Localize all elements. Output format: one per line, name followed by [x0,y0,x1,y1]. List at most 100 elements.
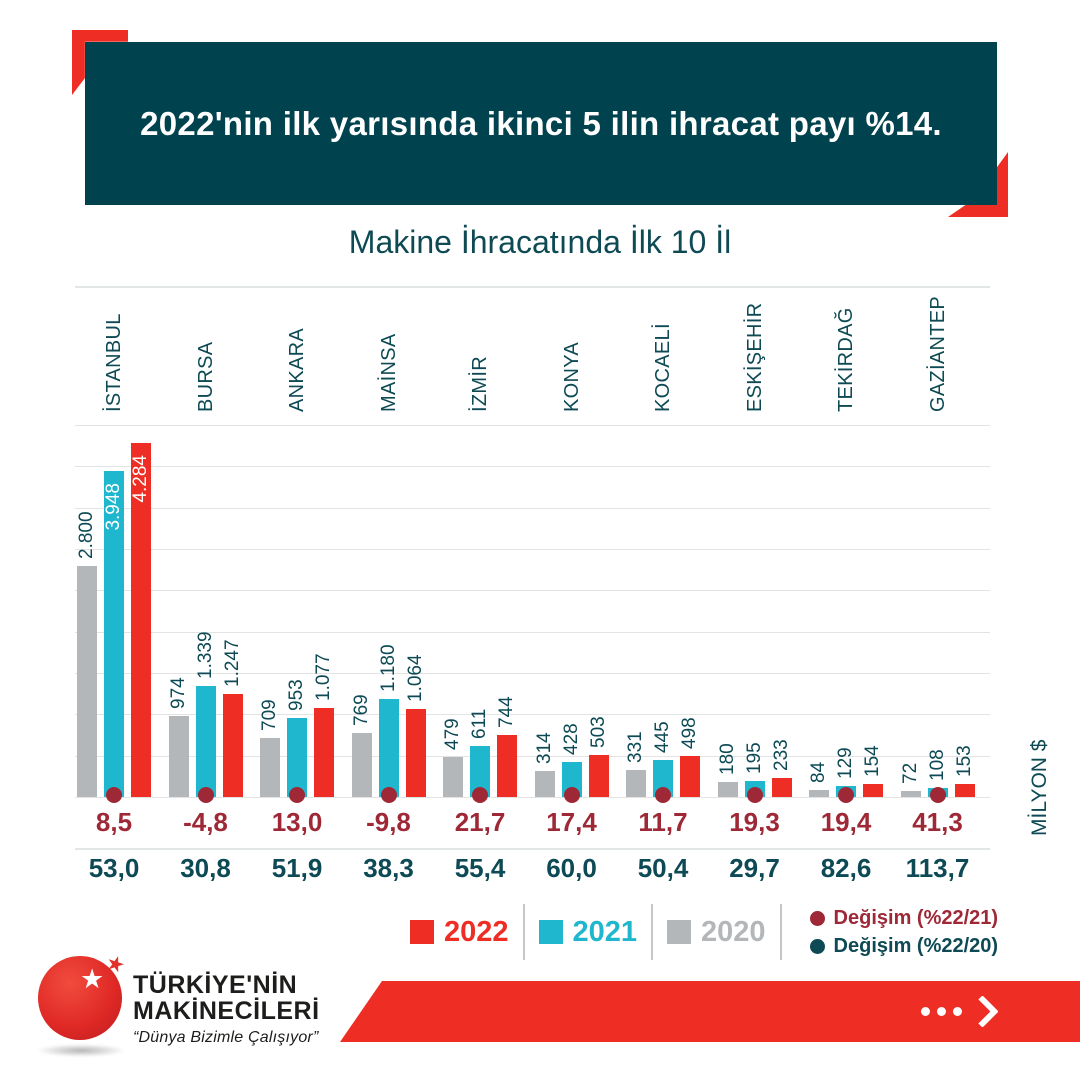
gridline [75,549,990,550]
bar-2021 [104,470,124,797]
gridline [75,507,990,509]
legend-item-2021: 2021 [538,915,638,949]
bar-value-label: 154 [862,745,883,778]
change-22-21-value: 21,7 [454,807,506,837]
legend-change-item: Değişim (%22/20) [809,934,999,958]
change-22-21-value: 19,4 [820,807,872,837]
bar-value-label: 428 [560,722,582,755]
gridline [75,466,990,468]
change-dot [106,787,122,803]
bar-value-label: 233 [770,739,792,771]
bar-2020 [534,771,555,797]
change-22-21-value: 19,3 [729,807,780,837]
city-label: İZMİR [469,356,491,412]
y-axis-unit-label: MİLYON $ [1028,739,1051,836]
header-banner: 2022'nin ilk yarısında ikinci 5 ilin ihr… [85,42,997,205]
bar-value-label: 1.180 [377,644,399,693]
bar-value-label: 709 [259,699,280,732]
bar-value-label: 4.284 [130,454,151,503]
gridline [75,673,990,674]
bar-value-label: 503 [587,716,609,749]
bar-value-label: 445 [652,721,673,754]
bar-2020 [168,716,189,797]
bar-value-label: 331 [625,730,646,763]
gridline [75,714,990,716]
bar-value-label: 84 [808,761,829,784]
gridline [75,797,990,798]
change-22-20-value: 113,7 [905,853,970,883]
bar-value-label: 108 [926,749,948,782]
bar-value-label: 1.064 [404,654,426,703]
legend-divider [651,904,654,960]
change-22-20-value: 55,4 [454,853,506,883]
city-label: ESKİŞEHİR [743,302,766,412]
legend-swatch [410,920,434,944]
change-dot [838,787,854,803]
bar-value-label: 974 [167,677,189,710]
change-22-20-value: 82,6 [820,853,872,883]
legend-label: 2021 [572,915,638,948]
bar-2022 [588,755,609,797]
bar-2022 [314,707,334,797]
bar-2021 [378,699,399,797]
city-label: ANKARA [286,327,308,412]
change-22-20-value: 51,9 [271,853,323,883]
gridline [75,755,990,757]
bar-2022 [222,693,243,797]
gridline [75,631,990,633]
change-22-20-value: 30,8 [180,853,231,883]
legend-swatch [538,920,563,944]
city-label: TEKİRDAĞ [835,307,857,412]
legend-change-item: Değişim (%22/21) [809,906,999,930]
bar-value-label: 479 [442,718,463,751]
change-dot [929,787,946,803]
bar-2022 [954,784,975,797]
dot-icon [953,1007,962,1016]
change-22-21-value: -4,8 [183,807,228,837]
chart-legend: 2022 2021 2020 Değişim (%22/21) Değişim (%22… [410,900,998,964]
bar-2020 [443,757,463,797]
bar-2020 [260,738,280,797]
city-label: BURSA [194,341,217,412]
legend-change-group: Değişim (%22/21) Değişim (%22/20) [809,906,999,958]
logo-title-line2: MAKİNECİLERİ [133,997,320,1025]
bar-value-label: 153 [953,745,975,778]
change-rows-divider [75,848,990,850]
city-label: MAİNSA [377,333,400,412]
legend-dot-swatch [809,910,825,926]
title-divider [75,286,990,288]
legend-divider [522,904,525,960]
bar-2022 [405,709,426,797]
gridline [75,425,990,426]
legend-change-label: Değişim (%22/20) [833,934,999,957]
legend-divider [779,904,782,960]
change-22-21-value: 41,3 [912,807,963,837]
bar-2021 [470,746,490,797]
logo-shadow [36,1044,126,1057]
change-dot [472,787,488,803]
city-label: İSTANBUL [103,313,125,412]
bar-value-label: 769 [350,694,372,727]
next-arrow[interactable] [921,981,999,1042]
change-22-20-value: 50,4 [637,853,689,883]
bar-2020 [77,565,97,797]
legend-change-label: Değişim (%22/21) [833,906,999,929]
bar-value-label: 1.077 [313,653,334,701]
star-icon: ★ [80,964,105,994]
bar-2021 [195,686,216,797]
change-22-21-value: 8,5 [95,807,133,837]
bar-value-label: 314 [533,732,555,765]
gridline [75,590,990,592]
bar-value-label: 1.247 [221,639,243,687]
bar-2020 [717,782,738,797]
change-dot [380,787,397,803]
bar-2022 [131,442,151,797]
bar-2021 [287,718,307,797]
header-title: 2022'nin ilk yarısında ikinci 5 ilin ihr… [140,104,942,142]
change-dot [563,787,580,803]
change-22-21-value: -9,8 [366,807,411,837]
legend-item-2020: 2020 [667,916,766,949]
legend-swatch [667,920,692,944]
